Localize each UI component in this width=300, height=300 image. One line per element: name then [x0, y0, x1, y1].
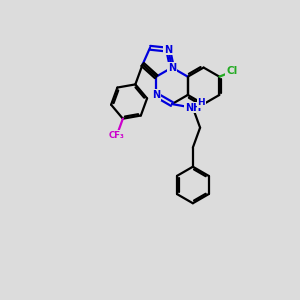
Text: N: N — [168, 63, 176, 73]
Text: N: N — [152, 90, 160, 100]
Text: CF₃: CF₃ — [109, 131, 125, 140]
Text: H: H — [197, 98, 205, 107]
Text: NH: NH — [185, 103, 201, 113]
Text: Cl: Cl — [226, 66, 237, 76]
Text: N: N — [164, 45, 172, 55]
